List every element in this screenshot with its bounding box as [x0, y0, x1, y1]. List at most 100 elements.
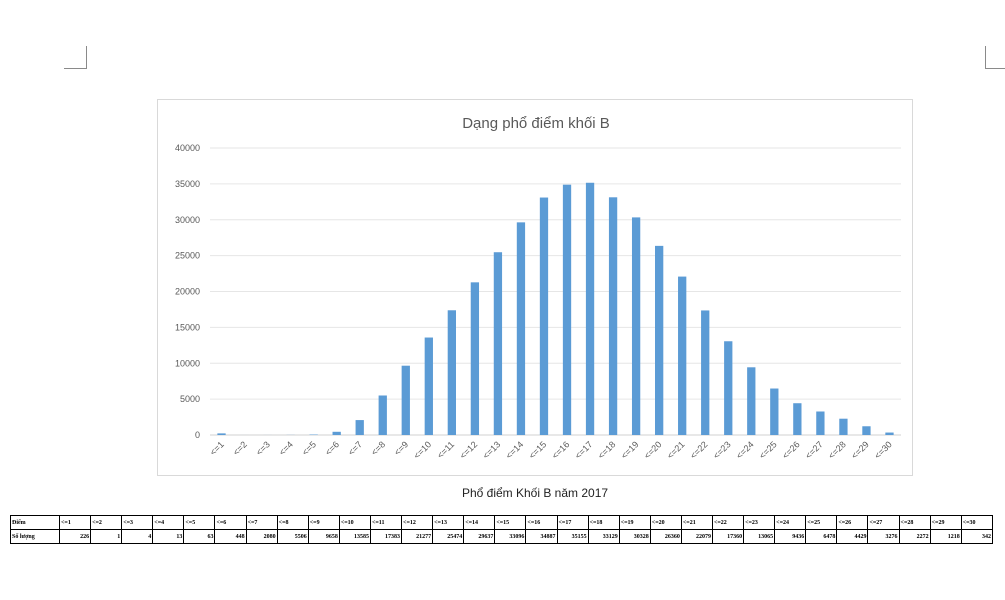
bar[interactable]: [631, 217, 641, 435]
table-value-cell: 21277: [401, 529, 434, 544]
table-value-cell: 13: [152, 529, 185, 544]
table-value-cell: 226: [58, 529, 92, 544]
page-corner-mark-left: [64, 46, 87, 69]
table-header-cell: <=22: [711, 515, 745, 530]
y-axis-ticks: 0 5000 10000 15000 20000 25000 30000 35000 40000: [175, 143, 200, 440]
table-value-cell: 6478: [805, 529, 838, 544]
table-value-cell: 34887: [525, 529, 558, 544]
table-header-cell: <=7: [245, 515, 278, 530]
table-value-cell: 26360: [649, 529, 682, 544]
bar[interactable]: [401, 365, 410, 435]
table-header-cell: <=30: [960, 515, 994, 530]
table-header-cell: <=15: [494, 515, 527, 530]
x-tick-label: <=23: [711, 439, 733, 461]
bar[interactable]: [678, 276, 687, 435]
chart-title: Dạng phổ điểm khối B: [462, 115, 610, 132]
x-tick-label: <=21: [665, 439, 687, 461]
bar[interactable]: [516, 222, 526, 435]
bar[interactable]: [355, 420, 364, 435]
bar[interactable]: [332, 431, 341, 435]
x-tick-label: <=28: [826, 439, 848, 461]
bar[interactable]: [885, 432, 894, 435]
table-header-cell: <=21: [680, 515, 713, 530]
bar[interactable]: [585, 182, 595, 435]
x-tick-label: <=30: [872, 439, 894, 461]
page-corner-mark-right: [985, 46, 1005, 69]
y-tick-label: 40000: [175, 143, 200, 153]
table-header-cell: <=11: [369, 515, 403, 530]
bar[interactable]: [539, 197, 549, 435]
bar[interactable]: [493, 252, 503, 435]
table-header-cell: <=14: [463, 515, 496, 530]
x-tick-label: <=6: [323, 439, 341, 457]
x-axis-ticks: <=1 <=2 <=3 <=4 <=5 <=6 <=7 <=8 <=9 <=10 <=11 <=12 <…: [208, 439, 894, 461]
table-header-cell: <=9: [307, 515, 340, 530]
y-tick-label: 0: [195, 430, 200, 440]
bar[interactable]: [793, 403, 802, 435]
x-tick-label: <=24: [734, 439, 756, 461]
gridlines: [210, 147, 901, 436]
bar[interactable]: [655, 245, 664, 435]
table-value-cell: 9658: [307, 529, 340, 544]
bar[interactable]: [839, 418, 848, 435]
table-value-cell: 30328: [618, 529, 651, 544]
table-value-cell: 4: [121, 529, 154, 544]
bar[interactable]: [747, 367, 756, 435]
table-header-cell: <=23: [743, 515, 776, 530]
x-tick-label: <=11: [435, 439, 456, 460]
bar[interactable]: [470, 282, 480, 435]
table-value-cell: 35155: [556, 529, 589, 544]
table-header-cell: <=5: [183, 515, 216, 530]
table-value-cell: 17383: [369, 529, 403, 544]
y-tick-label: 25000: [175, 251, 200, 261]
bar[interactable]: [862, 426, 871, 435]
bar[interactable]: [608, 197, 618, 435]
table-value-cell: 22079: [680, 529, 713, 544]
x-tick-label: <=5: [300, 439, 318, 457]
x-tick-label: <=22: [688, 439, 710, 461]
table-value-cell: 4429: [836, 529, 869, 544]
bars: [217, 182, 894, 435]
bar[interactable]: [378, 395, 387, 435]
table-header-cell: <=16: [525, 515, 558, 530]
bar[interactable]: [770, 388, 779, 435]
y-tick-label: 5000: [180, 394, 200, 404]
x-tick-label: <=9: [392, 439, 410, 457]
table-header-cell: <=13: [432, 515, 465, 530]
bar-chart: Dạng phổ điểm khối B 0 5000 10000 15000 2000…: [175, 115, 901, 461]
x-tick-label: <=16: [550, 439, 572, 461]
bar[interactable]: [816, 411, 825, 435]
table-header-cell: <=26: [836, 515, 869, 530]
table-header-cell: <=4: [152, 515, 185, 530]
score-table: Điểm <=1 <=2 <=3 <=4 <=5 <=6 <=7 <=8 <=9 <=10 <=11…: [10, 515, 994, 544]
table-value-cell: 13065: [743, 529, 776, 544]
bar[interactable]: [447, 310, 456, 435]
table-value-cell: 63: [183, 529, 216, 544]
y-tick-label: 35000: [175, 179, 200, 189]
x-tick-label: <=8: [369, 439, 387, 457]
y-tick-label: 20000: [175, 287, 200, 297]
x-tick-label: <=25: [757, 439, 779, 461]
table-header-cell: <=8: [276, 515, 309, 530]
table-header-cell: <=6: [214, 515, 247, 530]
bar[interactable]: [562, 184, 572, 435]
x-tick-label: <=7: [346, 439, 364, 457]
table-header-cell: <=19: [618, 515, 651, 530]
bar[interactable]: [424, 337, 433, 435]
bar[interactable]: [217, 433, 226, 435]
chart-area[interactable]: Dạng phổ điểm khối B 0 5000 10000 15000 2000…: [157, 99, 913, 476]
table-value-cell: 29637: [463, 529, 496, 544]
bar[interactable]: [724, 341, 733, 435]
table-value-cell: 3276: [867, 529, 900, 544]
table-value-cell: 33129: [587, 529, 620, 544]
table-value-cell: 342: [960, 529, 994, 544]
table-value-cell: 9436: [774, 529, 807, 544]
table-value-cell: 25474: [432, 529, 465, 544]
x-tick-label: <=26: [780, 439, 802, 461]
bar[interactable]: [701, 310, 710, 435]
table-header-cell: <=10: [338, 515, 371, 530]
table-value-cell: 17360: [711, 529, 745, 544]
table-header-cell: <=3: [121, 515, 154, 530]
y-tick-label: 15000: [175, 322, 200, 332]
table-header-cell: <=27: [867, 515, 900, 530]
